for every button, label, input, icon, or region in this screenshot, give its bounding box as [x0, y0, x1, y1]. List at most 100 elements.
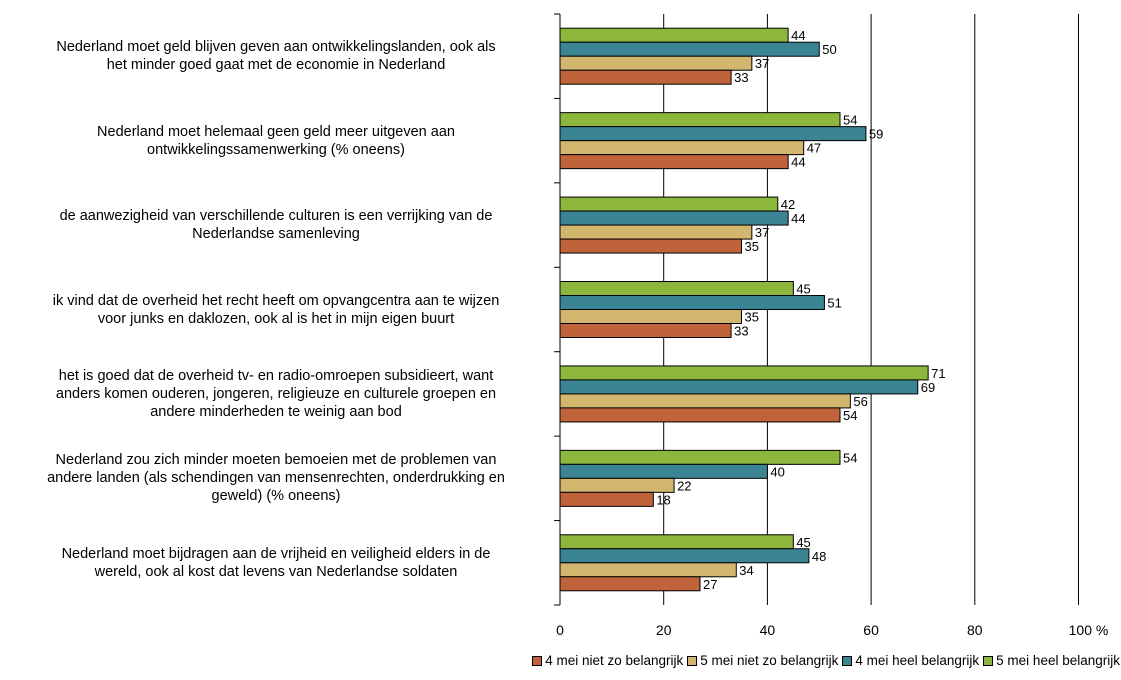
x-tick-label-100: 100 %	[1069, 622, 1109, 638]
legend-item-3: 4 mei heel belangrijk	[842, 653, 979, 668]
data-label-1-1: 44	[791, 28, 805, 43]
category-label-line: geweld) (% oneens)	[211, 488, 341, 505]
legend-swatch	[983, 655, 994, 666]
category-label-line: de aanwezigheid van verschillende cultur…	[59, 208, 493, 225]
bar-7-1	[559, 534, 794, 550]
legend-swatch	[687, 655, 698, 666]
x-tick-label-20: 20	[656, 622, 672, 638]
x-tick-label-40: 40	[760, 622, 776, 638]
bar-7-4	[559, 576, 701, 592]
bar-2-1	[559, 112, 841, 128]
bar-4-4	[559, 323, 732, 338]
x-tick-labels: 0 20 40 60 80 100 %	[556, 622, 1108, 638]
data-label-2-1: 54	[843, 113, 857, 128]
bar-1-3	[559, 55, 753, 71]
bar-2-2	[559, 126, 867, 142]
data-label-6-1: 54	[843, 450, 857, 465]
category-label-line: Nederlandse samenleving	[192, 226, 360, 243]
x-tick-label-60: 60	[863, 622, 879, 638]
category-label-line: Nederland moet geld blijven geven aan on…	[56, 39, 496, 56]
bar-1-4	[559, 69, 732, 85]
legend-label: 5 mei heel belangrijk	[996, 653, 1120, 668]
x-tick-label-80: 80	[967, 622, 983, 638]
category-label-2: Nederland moet helemaal geen geld meer u…	[0, 123, 552, 159]
data-label-7-2: 48	[812, 549, 826, 564]
category-label-4: ik vind dat de overheid het recht heeft …	[0, 292, 552, 328]
data-label-4-4: 33	[734, 324, 748, 339]
category-label-5: het is goed dat de overheid tv- en radio…	[0, 367, 552, 421]
category-label-line: wereld, ook al kost dat levens van Neder…	[94, 563, 458, 580]
data-label-7-1: 45	[796, 535, 810, 550]
bar-2-4	[559, 154, 789, 170]
bar-3-1	[559, 196, 779, 212]
data-label-3-2: 44	[791, 211, 805, 226]
legend-swatch	[532, 655, 543, 666]
data-label-3-1: 42	[781, 197, 795, 212]
data-label-2-4: 44	[791, 155, 805, 170]
bar-3-3	[559, 224, 753, 240]
category-label-line: anders komen ouderen, jongeren, religieu…	[55, 385, 497, 402]
bar-3-4	[559, 238, 742, 254]
category-label-3: de aanwezigheid van verschillende cultur…	[0, 207, 552, 243]
bar-1-1	[559, 27, 789, 43]
data-label-1-3: 37	[755, 56, 769, 71]
data-label-1-4: 33	[734, 70, 748, 85]
data-label-5-3: 56	[853, 394, 867, 409]
legend-swatch	[842, 655, 853, 666]
data-label-5-4: 54	[843, 408, 857, 423]
legend-label: 4 mei heel belangrijk	[855, 653, 980, 668]
legend-item-1: 4 mei niet zo belangrijk	[532, 653, 683, 668]
bar-6-3	[559, 477, 675, 493]
category-label-line: het minder goed gaat met de economie in …	[106, 57, 446, 74]
bar-1-2	[559, 41, 820, 57]
category-label-1: Nederland moet geld blijven geven aan on…	[0, 38, 552, 74]
bar-5-4	[559, 407, 841, 423]
bar-4-2	[559, 295, 825, 310]
legend-item-4: 5 mei heel belangrijk	[983, 653, 1120, 668]
data-label-4-1: 45	[796, 282, 810, 297]
bar-2-3	[559, 140, 805, 156]
bar-5-2	[559, 379, 919, 395]
data-label-7-4: 27	[703, 577, 717, 592]
category-label-line: ontwikkelingssamenwerking (% oneens)	[147, 141, 405, 158]
legend-label: 4 mei niet zo belangrijk	[545, 653, 684, 668]
data-label-3-3: 37	[755, 225, 769, 240]
bar-7-3	[559, 562, 737, 578]
x-tick-label-0: 0	[556, 622, 564, 638]
bar-6-1	[559, 449, 841, 465]
bar-6-4	[559, 491, 654, 507]
category-label-7: Nederland moet bijdragen aan de vrijheid…	[0, 545, 552, 581]
category-label-line: Nederland moet helemaal geen geld meer u…	[97, 123, 455, 140]
data-label-5-1: 71	[931, 366, 945, 381]
bar-4-1	[559, 281, 794, 296]
data-label-7-3: 34	[739, 563, 753, 578]
data-label-5-2: 69	[921, 380, 935, 395]
bar-5-3	[559, 393, 851, 409]
bar-5-1	[559, 365, 929, 381]
data-label-6-2: 40	[770, 464, 784, 479]
category-label-line: andere landen (als schendingen van mense…	[47, 470, 505, 487]
bar-6-2	[559, 463, 768, 479]
bar-4-3	[559, 309, 742, 324]
bars: 4450373354594744424437354551353371695654…	[559, 27, 946, 592]
data-label-2-2: 59	[869, 127, 883, 142]
axes	[554, 13, 561, 606]
bar-3-2	[559, 210, 789, 226]
category-label-line: Nederland zou zich minder moeten bemoeie…	[55, 452, 497, 469]
data-label-2-3: 47	[807, 141, 821, 156]
data-label-6-3: 22	[677, 478, 691, 493]
bar-7-2	[559, 548, 810, 564]
legend-item-2: 5 mei niet zo belangrijk	[687, 653, 838, 668]
data-label-3-4: 35	[744, 239, 758, 254]
legend-label: 5 mei niet zo belangrijk	[700, 653, 839, 668]
category-label-line: ik vind dat de overheid het recht heeft …	[52, 292, 500, 309]
category-label-6: Nederland zou zich minder moeten bemoeie…	[0, 451, 552, 505]
data-label-6-4: 18	[656, 492, 670, 507]
legend: 4 mei niet zo belangrijk 5 mei niet zo be…	[360, 653, 1120, 668]
category-label-line: andere minderheden te weinig aan bod	[150, 403, 402, 420]
data-label-1-2: 50	[822, 42, 836, 57]
data-label-4-2: 51	[827, 296, 841, 311]
category-label-line: Nederland moet bijdragen aan de vrijheid…	[61, 545, 491, 562]
category-label-line: het is goed dat de overheid tv- en radio…	[58, 367, 494, 384]
